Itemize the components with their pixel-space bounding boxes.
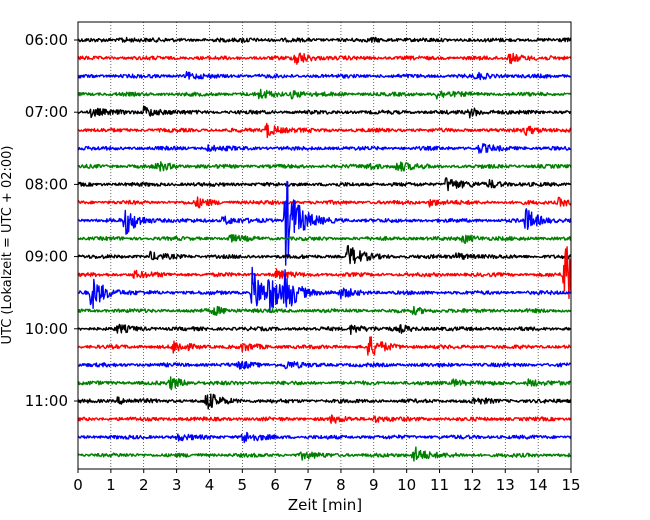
seismic-trace: [77, 36, 572, 43]
y-axis-ticks: 06:00 07:00 08:00 09:00 10:00 11:00: [25, 31, 78, 410]
seismic-trace: [77, 122, 572, 139]
seismic-traces: [77, 36, 572, 462]
x-tick-label: 11: [430, 476, 449, 494]
seismic-trace: [77, 177, 572, 192]
seismic-trace: [77, 446, 572, 462]
y-tick-label: 07:00: [25, 103, 68, 121]
seismic-trace: [77, 336, 572, 356]
seismic-trace: [77, 414, 572, 424]
seismic-trace: [77, 180, 572, 266]
x-tick-label: 4: [205, 476, 215, 494]
y-tick-label: 10:00: [25, 320, 68, 338]
x-axis-label: Zeit [min]: [288, 496, 362, 514]
seismic-trace: [77, 393, 572, 410]
x-tick-label: 15: [561, 476, 580, 494]
x-tick-label: 7: [303, 476, 313, 494]
seismic-trace: [77, 234, 572, 245]
plot-frame: [77, 21, 572, 470]
seismic-trace: [77, 246, 572, 300]
y-axis-label: UTC (Lokalzeit = UTC + 02:00): [0, 146, 15, 345]
x-tick-label: 3: [172, 476, 182, 494]
seismic-trace: [77, 305, 572, 316]
seismic-trace: [77, 161, 572, 172]
x-tick-label: 0: [73, 476, 83, 494]
x-axis-ticks: 0 1 2 3 4 5 6 7 8 9 10 11 12 13 14 15: [73, 469, 581, 494]
seismic-trace: [77, 323, 572, 335]
seismic-trace: [77, 88, 572, 100]
x-tick-label: 5: [238, 476, 248, 494]
x-tick-label: 13: [496, 476, 515, 494]
x-tick-label: 6: [270, 476, 280, 494]
seismic-trace: [77, 70, 571, 81]
seismic-trace: [77, 431, 572, 444]
seismic-trace: [77, 266, 572, 313]
x-tick-label: 10: [397, 476, 416, 494]
x-tick-label: 12: [463, 476, 482, 494]
y-tick-label: 11:00: [25, 392, 68, 410]
seismic-trace: [77, 244, 571, 265]
x-tick-label: 8: [336, 476, 346, 494]
seismic-trace: [77, 52, 572, 65]
grid-lines: [110, 22, 539, 469]
seismic-trace: [77, 143, 572, 154]
seismic-trace: [77, 105, 572, 119]
x-tick-label: 14: [529, 476, 548, 494]
y-tick-label: 08:00: [25, 175, 68, 193]
seismic-trace: [77, 376, 572, 391]
y-tick-label: 06:00: [25, 31, 68, 49]
x-tick-label: 2: [139, 476, 149, 494]
seismic-trace: [77, 360, 572, 370]
seismic-trace: [77, 196, 572, 209]
x-tick-label: 1: [106, 476, 116, 494]
y-tick-label: 09:00: [25, 248, 68, 266]
x-tick-label: 9: [369, 476, 379, 494]
